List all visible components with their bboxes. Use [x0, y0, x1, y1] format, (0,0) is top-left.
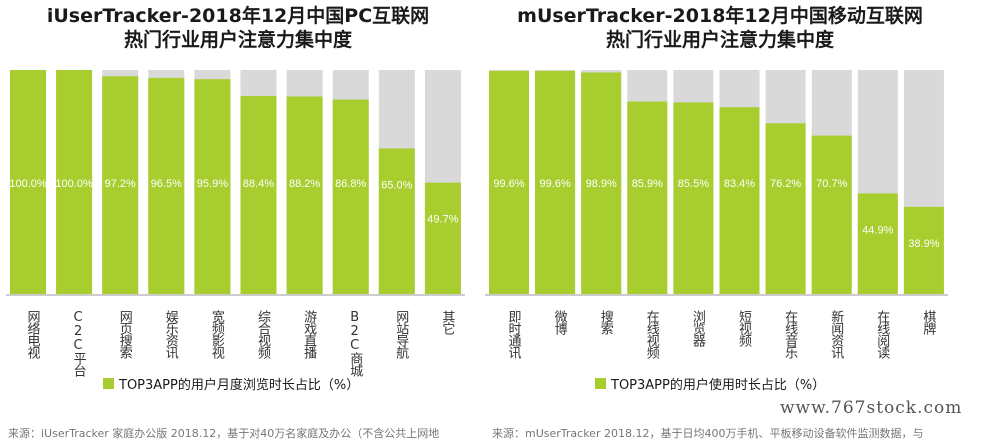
left-title-line2: 热门行业用户注意力集中度 — [123, 29, 352, 51]
left-category-label: 游戏直播 — [301, 310, 317, 359]
right-chart-title: mUserTracker-2018年12月中国移动互联网 热门行业用户注意力集中… — [490, 4, 950, 52]
left-bar — [194, 79, 231, 295]
right-category-label: 在线阅读 — [874, 310, 890, 359]
right-bar — [489, 70, 529, 295]
right-category-label: 在线音乐 — [782, 310, 798, 359]
left-source-note: 来源：iUserTracker 家庭办公版 2018.12，基于对40万名家庭及… — [8, 427, 440, 440]
right-bar — [811, 135, 852, 294]
left-legend-swatch — [103, 378, 114, 389]
right-data-label: 99.6% — [539, 178, 570, 190]
right-category-label: 浏览器 — [690, 309, 706, 348]
right-category-label: 棋牌 — [920, 310, 936, 335]
right-category-label: 短视频 — [736, 310, 752, 347]
left-data-label: 96.5% — [151, 178, 182, 190]
right-bar — [581, 72, 622, 295]
right-data-label: 83.4% — [724, 178, 755, 190]
right-bar — [903, 206, 944, 294]
right-category-label: 在线视频 — [644, 310, 660, 359]
right-title-line2: 热门行业用户注意力集中度 — [605, 29, 834, 51]
right-legend: TOP3APP的用户使用时长占比（%） — [595, 374, 825, 393]
right-bar — [719, 107, 760, 295]
right-data-label: 85.9% — [632, 178, 663, 190]
left-data-label: 100.0% — [9, 178, 47, 190]
right-title-line1: mUserTracker-2018年12月中国移动互联网 — [517, 5, 923, 27]
left-bar — [240, 95, 277, 294]
right-data-label: 44.9% — [862, 224, 893, 236]
left-category-label: 其它 — [439, 310, 455, 335]
left-data-label: 100.0% — [55, 178, 93, 190]
left-data-label: 86.8% — [335, 178, 366, 190]
left-bar — [424, 182, 461, 294]
left-data-label: 88.4% — [243, 178, 274, 190]
right-bar — [857, 193, 898, 294]
left-category-label: 网页搜索 — [117, 310, 133, 359]
right-bar — [627, 101, 668, 294]
right-category-label: 微博 — [552, 310, 568, 335]
right-legend-label: TOP3APP的用户使用时长占比（%） — [611, 378, 826, 393]
left-category-label: 娱乐资讯 — [163, 310, 179, 360]
left-bar — [10, 70, 46, 294]
left-chart-title: iUserTracker-2018年12月中国PC互联网 热门行业用户注意力集中… — [8, 4, 468, 52]
left-bar — [102, 76, 139, 294]
left-category-label: 综合视频 — [255, 310, 271, 359]
left-category-label: B2C商城 — [347, 310, 363, 378]
left-data-label: 95.9% — [197, 178, 228, 190]
left-legend-label: TOP3APP的用户月度浏览时长占比（%） — [119, 378, 360, 393]
left-bar — [286, 96, 323, 294]
left-category-label: 宽频影视 — [209, 309, 225, 359]
watermark-text: www.767stock.com — [780, 398, 963, 418]
right-bar — [535, 70, 576, 295]
right-category-label: 即时通讯 — [506, 310, 522, 360]
right-data-label: 85.5% — [678, 178, 709, 190]
left-data-label: 97.2% — [105, 178, 136, 190]
right-data-label: 98.9% — [586, 178, 617, 190]
right-bar — [673, 102, 714, 294]
left-legend: TOP3APP的用户月度浏览时长占比（%） — [103, 374, 359, 393]
left-bar — [56, 70, 93, 294]
right-data-label: 70.7% — [816, 178, 847, 190]
right-bar — [765, 123, 806, 294]
left-category-label: C2C平台 — [71, 310, 87, 377]
left-data-label: 49.7% — [427, 214, 458, 226]
left-data-label: 65.0% — [381, 179, 412, 191]
left-bar — [378, 148, 415, 294]
right-data-label: 38.9% — [908, 238, 939, 250]
right-category-label: 新闻资讯 — [828, 309, 844, 360]
left-category-label: 网站导航 — [393, 310, 409, 360]
left-bar — [148, 77, 185, 294]
right-source-note: 来源：mUserTracker 2018.12，基于日均400万手机、平板移动设… — [492, 427, 924, 440]
left-category-label: 网络电视 — [25, 310, 41, 359]
right-category-label: 搜索 — [598, 310, 614, 335]
right-data-label: 99.6% — [493, 178, 524, 190]
right-legend-swatch — [595, 378, 606, 389]
left-bar — [332, 99, 369, 295]
left-data-label: 88.2% — [289, 178, 320, 190]
left-title-line1: iUserTracker-2018年12月中国PC互联网 — [46, 5, 430, 27]
right-data-label: 76.2% — [770, 178, 801, 190]
